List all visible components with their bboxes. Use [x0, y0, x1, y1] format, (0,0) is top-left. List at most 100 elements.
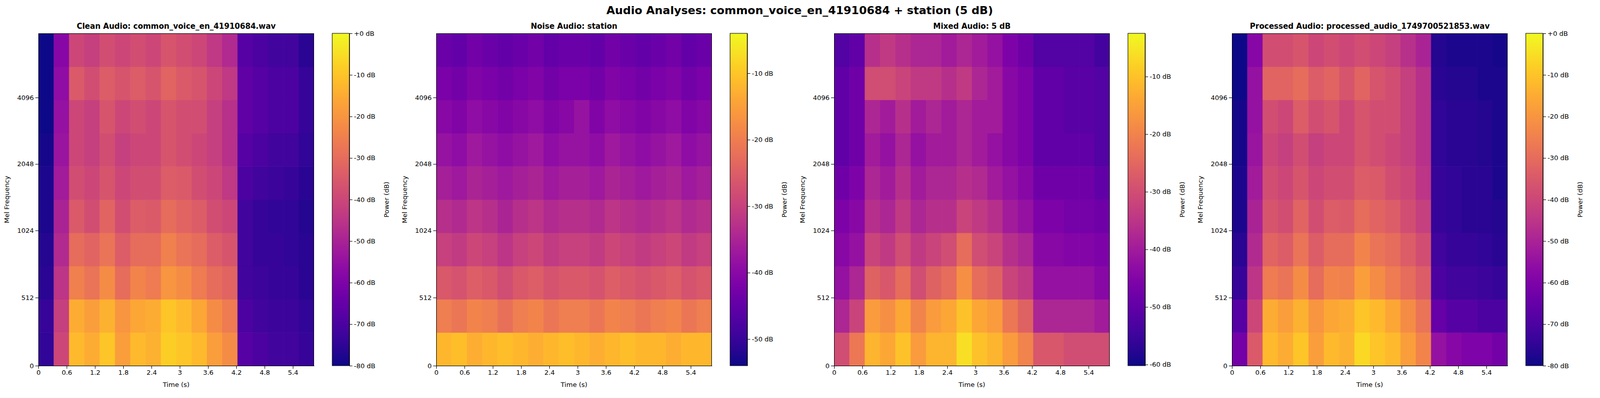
cell — [1369, 166, 1386, 200]
tick-label: 2048 — [1210, 160, 1228, 168]
cell — [864, 99, 881, 134]
cell — [130, 166, 146, 200]
cell — [1048, 332, 1065, 366]
cell — [849, 232, 865, 267]
cell — [237, 132, 253, 167]
cell — [834, 132, 850, 167]
tick-mark — [1345, 365, 1346, 369]
cell — [528, 66, 544, 100]
cell — [176, 332, 192, 366]
cell — [497, 99, 513, 134]
cell — [558, 99, 575, 134]
tick-mark — [1458, 365, 1459, 369]
cell — [620, 33, 636, 67]
cell — [268, 66, 284, 100]
cell — [1354, 298, 1371, 333]
colorbar: -10 dB-20 dB-30 dB-40 dB-50 dB-60 dBPowe… — [1127, 33, 1186, 369]
cell — [145, 332, 162, 366]
tick-label: 4.8 — [259, 368, 271, 377]
cell — [1308, 199, 1325, 233]
y-label: Mel Frequency — [3, 175, 11, 224]
cell — [1017, 298, 1034, 333]
tick-label: 0 — [434, 368, 439, 377]
cell — [895, 332, 911, 366]
cell — [956, 266, 973, 300]
cell — [176, 66, 192, 100]
cell — [1476, 332, 1493, 366]
cell — [252, 199, 269, 233]
tick: +0 dB — [1542, 29, 1568, 38]
cell — [283, 332, 299, 366]
cell — [1476, 298, 1493, 333]
tick-mark — [35, 97, 39, 98]
cell — [910, 99, 927, 134]
cell — [987, 298, 1003, 333]
cell — [604, 266, 621, 300]
cell — [1308, 132, 1325, 167]
cell — [207, 99, 223, 134]
cell — [956, 166, 973, 200]
cell — [1354, 66, 1371, 100]
cell — [1231, 132, 1248, 167]
cell — [880, 266, 896, 300]
tick-mark — [1542, 324, 1546, 325]
cell — [1492, 66, 1508, 100]
cell — [604, 199, 621, 233]
cell — [1492, 132, 1508, 167]
cell — [84, 33, 100, 67]
cell — [1323, 266, 1340, 300]
tick-mark — [66, 365, 68, 369]
cell — [1338, 232, 1355, 267]
cell — [1384, 66, 1401, 100]
tick-mark — [834, 365, 835, 369]
cell — [574, 99, 590, 134]
tick-label: 5.4 — [1481, 368, 1492, 377]
cell — [604, 99, 621, 134]
cell — [145, 298, 162, 333]
cell — [971, 266, 988, 300]
x-axis: 00.61.21.82.433.64.24.85.4 — [1229, 365, 1508, 377]
tick: -80 dB — [349, 362, 376, 370]
cell — [604, 166, 621, 200]
cell — [1384, 332, 1401, 366]
cell — [864, 298, 881, 333]
tick: -20 dB — [747, 135, 774, 144]
tick-label: 0.6 — [857, 368, 868, 377]
panel: 00.61.21.82.433.64.24.85.405121024204840… — [3, 21, 391, 389]
cell — [451, 33, 468, 67]
cell — [298, 99, 315, 134]
cell — [1277, 132, 1294, 167]
x-label: Time (s) — [560, 380, 588, 389]
tick: -10 dB — [1145, 72, 1172, 81]
cells — [1231, 33, 1508, 366]
cell — [1002, 332, 1019, 366]
tick: 4.2 — [231, 365, 242, 377]
tick-label: -10 dB — [751, 69, 774, 78]
tick-mark — [292, 365, 294, 369]
cell — [849, 166, 865, 200]
y-label: Mel Frequency — [400, 175, 409, 224]
tick-label: 1.2 — [1283, 368, 1295, 377]
cell — [1277, 166, 1294, 200]
tick-label: -20 dB — [353, 112, 376, 121]
cell — [1017, 199, 1034, 233]
cell — [207, 266, 223, 300]
tick-mark — [35, 297, 39, 298]
tick-mark — [1145, 249, 1149, 250]
axis-line — [38, 365, 315, 367]
colorbar: +0 dB-10 dB-20 dB-30 dB-40 dB-50 dB-60 d… — [1525, 29, 1584, 370]
tick-mark — [492, 365, 494, 369]
cell — [543, 298, 559, 333]
tick-label: 1.8 — [913, 368, 925, 377]
axis-line — [436, 365, 713, 367]
cell — [971, 199, 988, 233]
cell — [1400, 66, 1417, 100]
cell — [497, 266, 513, 300]
tick: 5.4 — [1083, 365, 1095, 377]
cell — [268, 132, 284, 167]
cell — [1384, 166, 1401, 200]
tick-label: 512 — [21, 293, 34, 302]
cell — [1446, 266, 1463, 300]
tick-mark — [35, 230, 39, 231]
cell — [543, 132, 559, 167]
